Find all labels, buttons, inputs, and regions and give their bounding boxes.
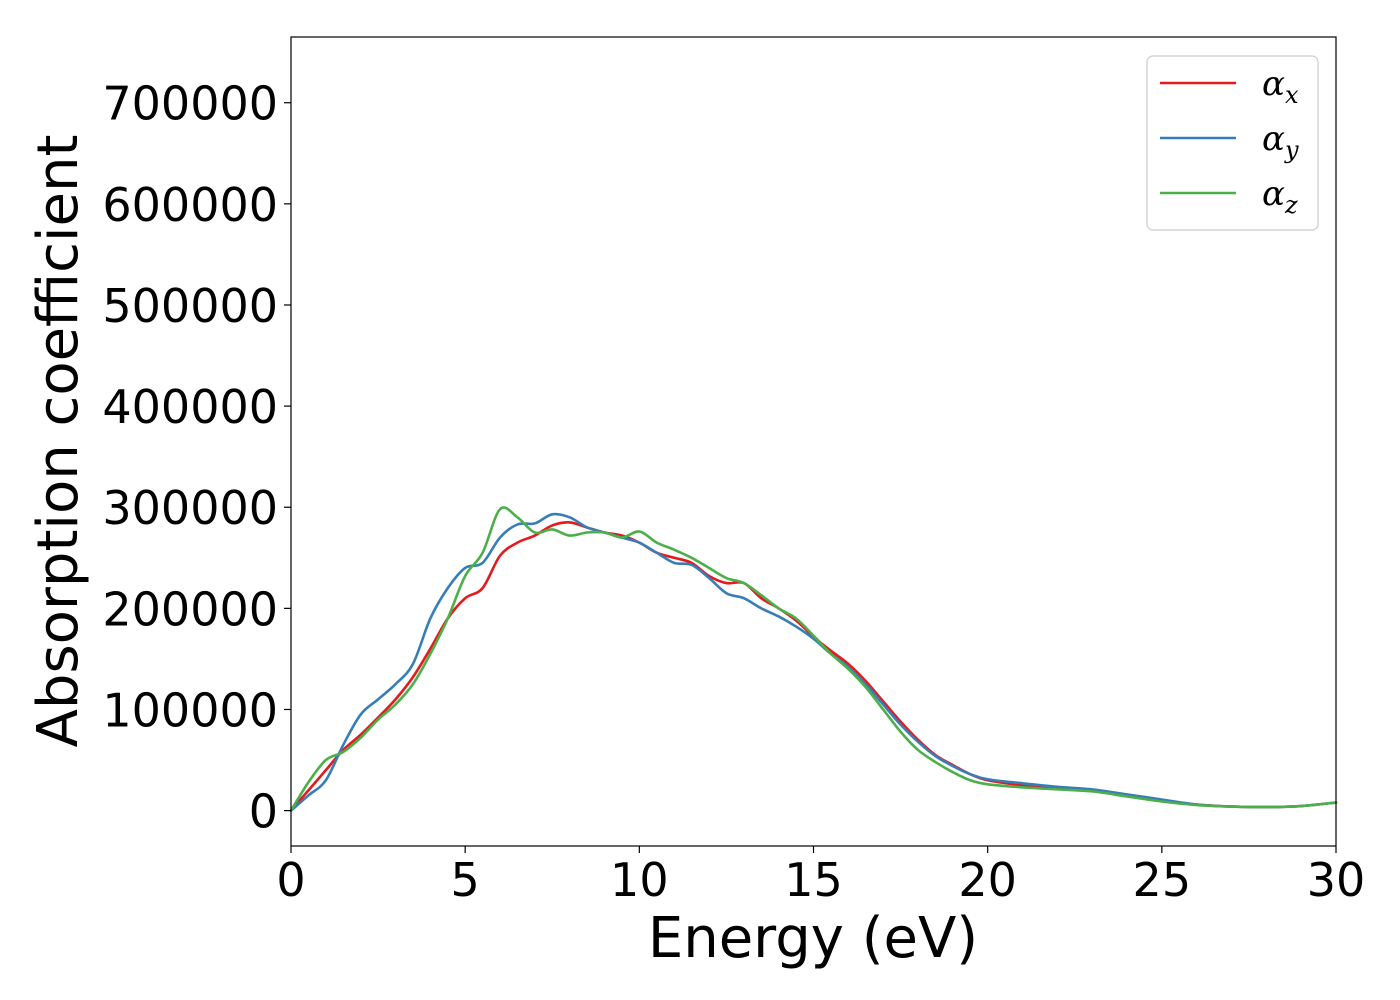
series-line-z <box>289 506 1338 812</box>
x-tick-label: 15 <box>784 853 843 907</box>
y-tick-label: 200000 <box>102 582 278 636</box>
y-tick-label: 500000 <box>102 279 278 333</box>
y-tick-label: 100000 <box>102 683 278 737</box>
x-tick-label: 5 <box>451 853 480 907</box>
y-axis-title: Absorption coefficient <box>26 135 91 748</box>
legend-box <box>1146 55 1319 231</box>
x-tick-label: 0 <box>276 853 305 907</box>
x-axis: 0 5 10 15 20 25 30 <box>276 846 1365 907</box>
x-axis-title: Energy (eV) <box>648 906 978 971</box>
x-tick-label: 25 <box>1133 853 1192 907</box>
x-tick-label: 10 <box>610 853 669 907</box>
y-axis: 0 100000 200000 300000 400000 500000 600000 700… <box>102 77 291 839</box>
y-tick-label: 0 <box>249 785 278 839</box>
y-tick-label: 400000 <box>102 380 278 434</box>
legend-label-y: αy <box>1262 119 1299 164</box>
x-tick-label: 20 <box>958 853 1017 907</box>
y-tick-label: 600000 <box>102 178 278 232</box>
x-tick-label: 30 <box>1307 853 1366 907</box>
series-line-y <box>289 512 1338 812</box>
series-layer <box>289 506 1338 812</box>
y-tick-label: 700000 <box>102 77 278 131</box>
y-tick-label: 300000 <box>102 481 278 535</box>
